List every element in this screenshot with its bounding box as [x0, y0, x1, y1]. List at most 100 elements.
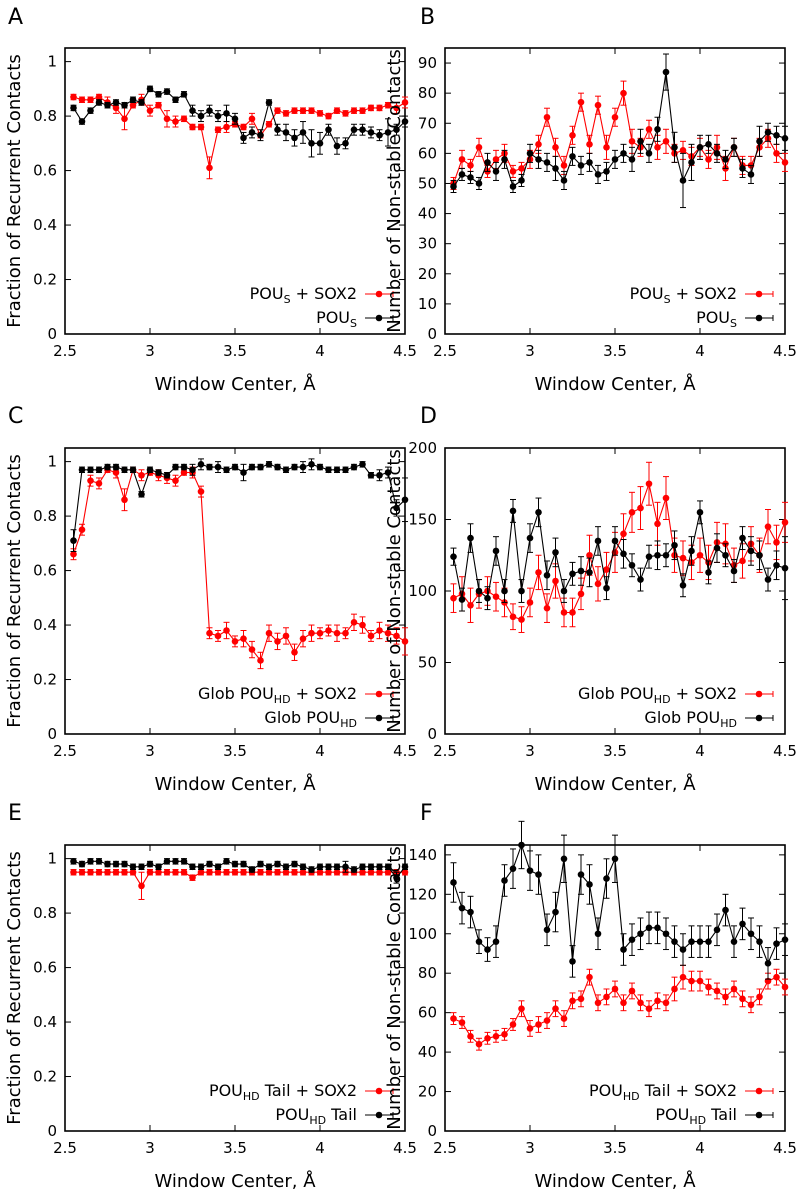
data-point-A: [282, 110, 290, 117]
panel-D: D 2.5 3 3.5 4 4.5 0 50 100 150 200 Window Center, Å…: [384, 404, 797, 795]
data-point-A: [112, 99, 120, 106]
data-point-D: [620, 550, 627, 558]
legend-marker-A-1: [375, 290, 383, 298]
data-point-B: [543, 159, 551, 166]
series-line-A-2: [73, 88, 406, 147]
data-point-A: [333, 142, 341, 150]
data-point-F: [611, 985, 619, 993]
data-point-F: [696, 977, 704, 985]
data-point-B: [671, 144, 678, 151]
data-point-A: [163, 115, 171, 123]
data-point-B: [535, 156, 542, 163]
x-tick-label-B: 4: [695, 342, 705, 360]
series-E-1: [70, 868, 409, 900]
x-tick-label-D: 3.5: [603, 742, 627, 760]
data-point-E: [197, 863, 205, 871]
data-point-E: [112, 868, 120, 876]
y-tick-label-D: 150: [408, 511, 437, 529]
data-point-E: [308, 866, 315, 873]
y-tick-label-B: 40: [418, 205, 437, 223]
x-tick-label-E: 4.5: [393, 1139, 417, 1157]
data-point-A: [87, 107, 94, 114]
data-point-E: [214, 863, 222, 871]
x-tick-label-E: 3: [145, 1139, 155, 1157]
data-point-E: [163, 868, 171, 876]
data-point-C: [257, 657, 264, 664]
legend-marker-A-2: [375, 314, 383, 322]
data-point-C: [248, 646, 256, 653]
y-tick-label-F: 100: [408, 925, 437, 943]
data-point-F: [705, 983, 712, 991]
series-line-D-1: [453, 481, 786, 621]
data-point-C: [376, 627, 383, 634]
data-point-B: [747, 171, 755, 178]
data-point-A: [78, 118, 86, 125]
data-point-C: [112, 469, 120, 476]
data-point-C: [146, 466, 154, 474]
legend-marker-D-2: [755, 714, 763, 722]
data-point-A: [350, 107, 358, 114]
data-point-F: [688, 938, 695, 945]
data-point-A: [393, 126, 400, 134]
y-tick-label-C: 0.6: [33, 562, 57, 580]
data-point-B: [569, 132, 576, 139]
data-point-A: [291, 107, 298, 114]
data-point-D: [603, 566, 610, 573]
data-point-E: [316, 868, 324, 876]
data-point-D: [662, 494, 670, 502]
data-point-F: [475, 938, 483, 945]
x-tick-label-B: 3: [525, 342, 535, 360]
data-point-C: [393, 632, 400, 640]
data-point-B: [662, 68, 670, 76]
data-point-E: [359, 868, 366, 876]
panel-letter-D: D: [420, 404, 437, 429]
series-A-2: [70, 85, 409, 158]
data-point-B: [467, 162, 474, 169]
series-B-2: [450, 53, 789, 209]
data-point-F: [467, 1033, 474, 1040]
data-point-F: [747, 930, 755, 938]
x-tick-label-C: 2.5: [53, 742, 77, 760]
data-point-A: [325, 112, 332, 120]
data-point-A: [214, 112, 222, 120]
data-point-B: [518, 165, 525, 172]
data-point-F: [458, 904, 466, 912]
data-point-E: [104, 860, 111, 868]
data-point-F: [560, 1015, 568, 1022]
data-point-D: [764, 576, 772, 583]
data-point-A: [299, 129, 307, 136]
data-point-D: [484, 594, 491, 602]
data-point-C: [70, 550, 77, 558]
x-tick-label-A: 3: [145, 342, 155, 360]
data-point-B: [492, 156, 500, 163]
data-point-E: [180, 858, 188, 865]
x-tick-label-C: 3.5: [223, 742, 247, 760]
data-point-B: [475, 180, 483, 187]
data-point-D: [518, 587, 525, 595]
y-tick-label-D: 0: [427, 725, 437, 743]
data-point-E: [265, 868, 273, 876]
data-point-C: [172, 477, 179, 484]
data-point-D: [671, 541, 678, 549]
data-point-F: [722, 993, 729, 1001]
data-point-B: [705, 141, 712, 148]
y-axis-label-F: Number of Non-stable Contacts: [384, 846, 405, 1130]
data-point-F: [781, 983, 789, 991]
data-point-E: [138, 882, 145, 890]
data-point-A: [401, 118, 409, 125]
data-point-B: [611, 113, 619, 121]
y-tick-label-B: 70: [418, 114, 437, 132]
data-point-E: [197, 868, 205, 876]
data-point-E: [282, 868, 290, 876]
legend-marker-B-1: [755, 290, 763, 298]
x-tick-label-A: 3.5: [223, 342, 247, 360]
data-point-E: [155, 863, 162, 871]
data-point-E: [180, 868, 188, 876]
data-point-C: [384, 469, 392, 476]
data-point-F: [467, 908, 474, 916]
data-point-A: [189, 123, 196, 131]
data-point-A: [146, 85, 154, 93]
panel-C: C 2.5 3 3.5 4 4.5 0 0.2 0.4 0.6 0.8 1 Window Center,…: [4, 404, 417, 795]
data-point-F: [484, 946, 491, 953]
y-tick-label-C: 0.4: [33, 616, 57, 634]
